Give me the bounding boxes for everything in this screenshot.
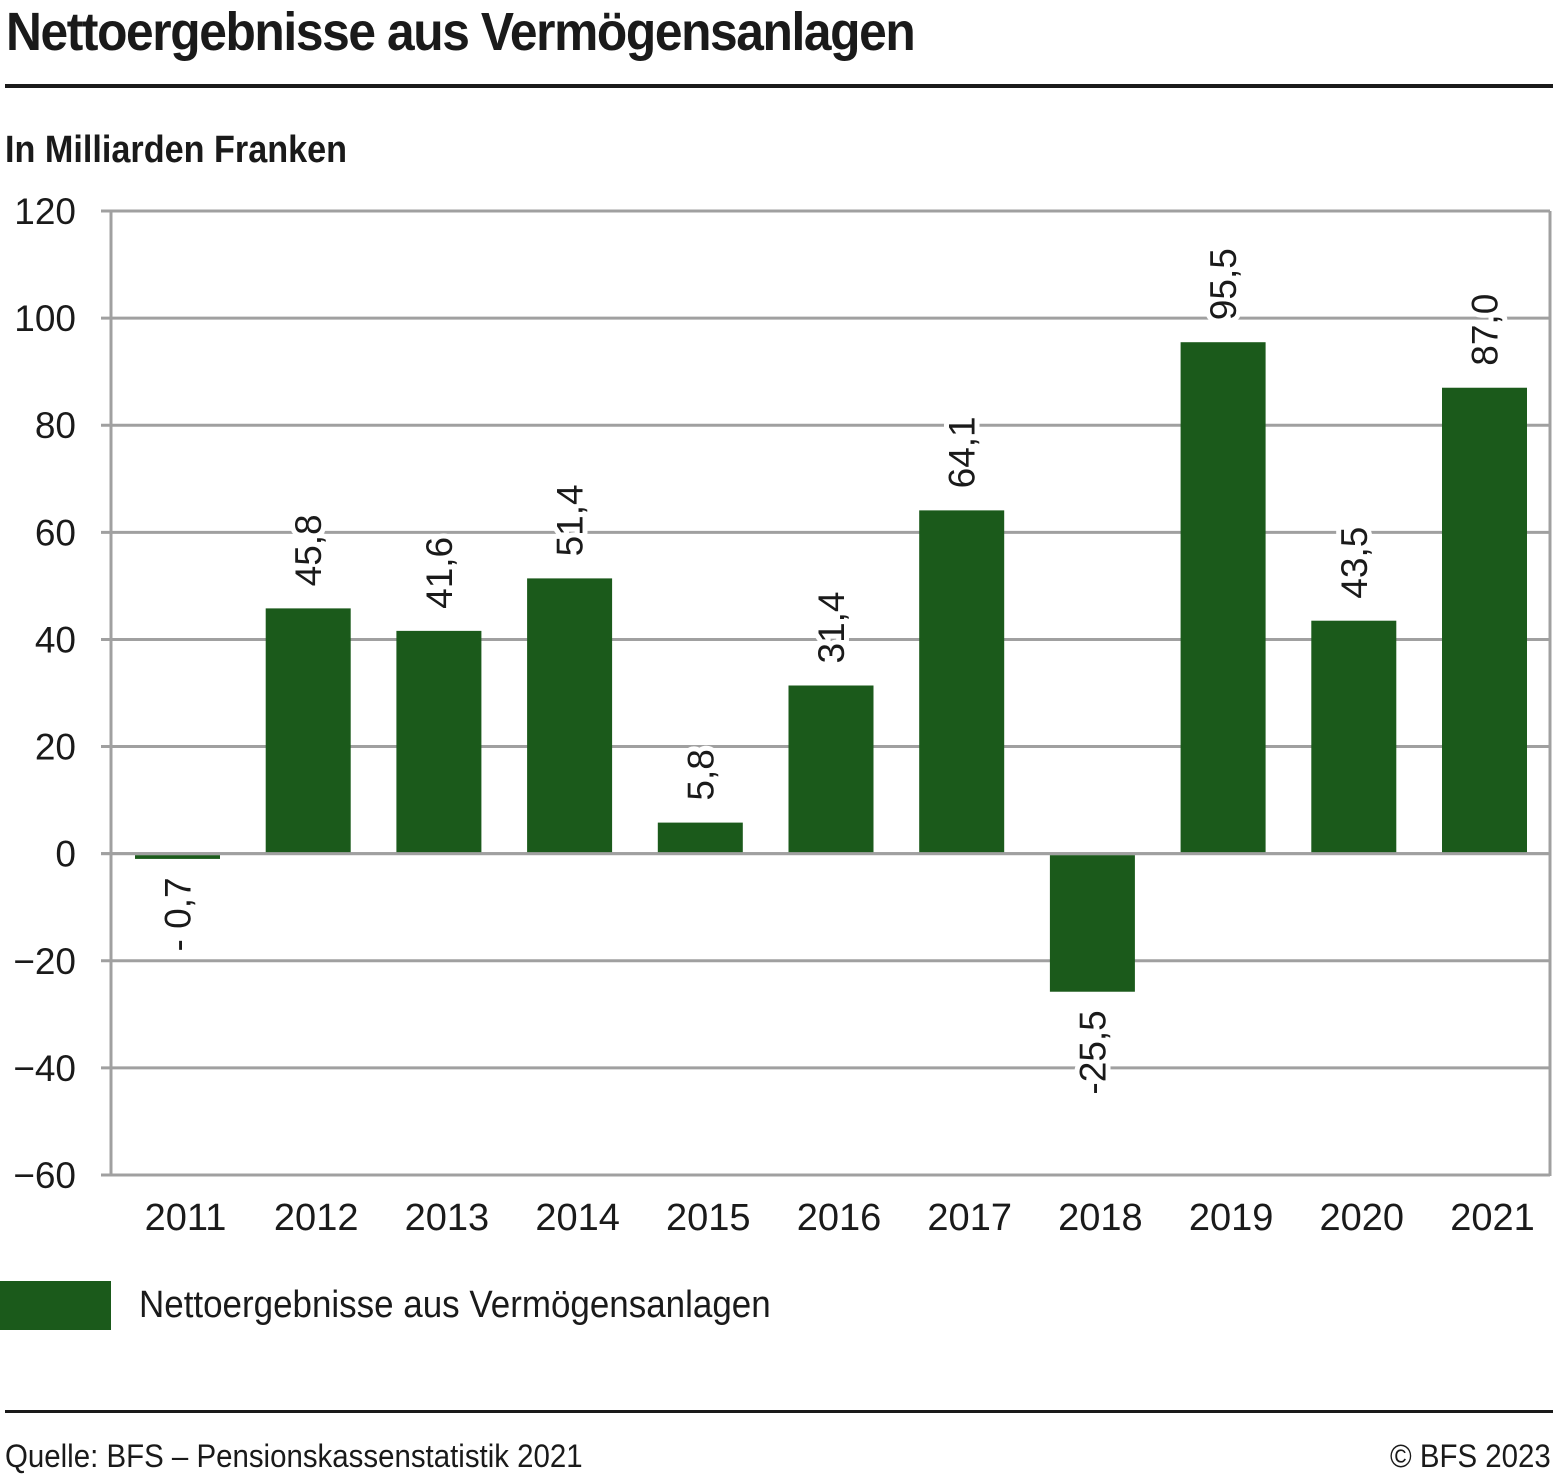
bar-2020	[1311, 620, 1397, 854]
data-label-layer: - 0,7 45,8 41,6 51,4 5,8 31,4 64,1 -25,5 95,5 43,…	[153, 243, 1511, 1099]
y-tick-label: 60	[35, 512, 76, 553]
x-tick-label: 2019	[1189, 1197, 1274, 1239]
data-label-2011: - 0,7	[158, 877, 199, 951]
x-tick-label: 2016	[797, 1197, 882, 1239]
y-tick-label: 20	[35, 727, 76, 768]
data-label-2014: 51,4	[550, 484, 591, 556]
data-label-2019: 95,5	[1203, 248, 1244, 320]
data-label-2012: 45,8	[288, 514, 329, 586]
y-tick-label: −60	[13, 1155, 76, 1196]
bar-2014	[527, 578, 613, 854]
x-tick-label: 2020	[1320, 1197, 1405, 1239]
y-tick-label: −40	[13, 1048, 76, 1089]
bar-2013	[396, 630, 482, 854]
data-label-2017: 64,1	[942, 416, 983, 488]
x-tick-label: 2011	[145, 1197, 227, 1239]
footer-divider	[5, 1410, 1553, 1413]
chart-title: Nettoergebnisse aus Vermögensanlagen	[6, 2, 916, 62]
source-note: Quelle: BFS – Pensionskassenstatistik 20…	[5, 1438, 583, 1474]
bar-2016	[788, 685, 874, 854]
data-label-2018: -25,5	[1072, 1010, 1113, 1094]
axis-layer: 120 100 80 60 40 20 0 −20 −40 −60 2011 2012 2013 2014…	[13, 191, 1550, 1239]
x-tick-label: 2015	[666, 1197, 751, 1239]
bar-2017	[919, 510, 1005, 854]
copyright-note: © BFS 2023	[1390, 1438, 1551, 1474]
data-label-2015: 5,8	[680, 749, 721, 800]
chart-subtitle: In Milliarden Franken	[5, 129, 348, 171]
bar-chart: - 0,7 45,8 41,6 51,4 5,8 31,4 64,1 -25,5 95,5 43,…	[13, 191, 1552, 1239]
bar-layer	[135, 342, 1527, 992]
y-tick-label: −20	[13, 941, 76, 982]
data-label-2021: 87,0	[1465, 294, 1506, 366]
y-tick-label: 120	[14, 191, 76, 232]
x-tick-label: 2021	[1450, 1197, 1535, 1239]
x-tick-label: 2012	[274, 1197, 359, 1239]
bar-2011	[135, 855, 220, 859]
data-label-2013: 41,6	[419, 537, 460, 609]
legend: Nettoergebnisse aus Vermögensanlagen	[0, 1280, 826, 1330]
bar-2019	[1180, 342, 1266, 854]
title-divider	[5, 84, 1553, 88]
y-tick-label: 40	[35, 619, 76, 660]
legend-swatch	[0, 1280, 111, 1330]
x-tick-label: 2017	[927, 1197, 1012, 1239]
data-label-2016: 31,4	[811, 591, 852, 663]
bar-2012	[265, 608, 351, 854]
bar-2015	[657, 822, 743, 854]
y-tick-label: 100	[14, 298, 76, 339]
y-tick-label: 0	[55, 834, 76, 875]
bar-2018	[1049, 855, 1135, 992]
y-tick-label: 80	[35, 405, 76, 446]
x-tick-label: 2013	[405, 1197, 490, 1239]
x-tick-label: 2014	[535, 1197, 620, 1239]
x-tick-label: 2018	[1058, 1197, 1143, 1239]
bar-2021	[1442, 387, 1527, 854]
data-label-2020: 43,5	[1334, 527, 1375, 599]
legend-label: Nettoergebnisse aus Vermögensanlagen	[139, 1283, 771, 1326]
